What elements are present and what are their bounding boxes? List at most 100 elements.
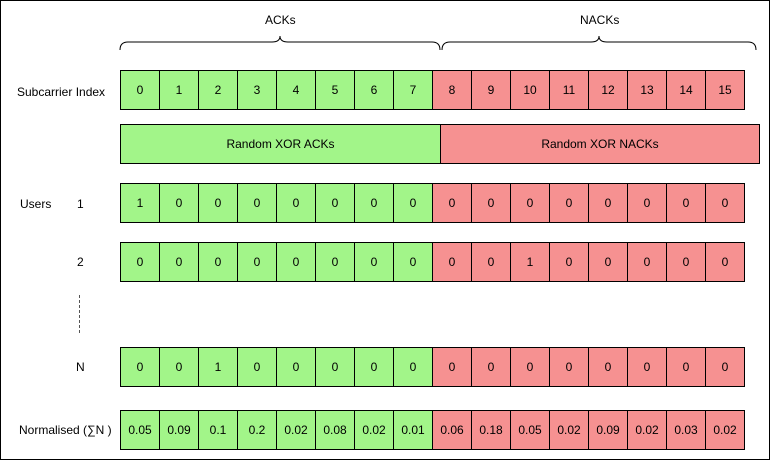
user-id: 2	[77, 255, 84, 269]
user-bit-cell: 0	[315, 242, 355, 282]
normalised-cell: 0.05	[120, 410, 160, 450]
normalised-cell: 0.01	[393, 410, 433, 450]
user-bit-cell: 0	[588, 347, 628, 387]
users-label: Users	[20, 197, 52, 211]
user-bit-cell: 0	[627, 183, 667, 223]
user-bit-cell: 0	[198, 242, 238, 282]
user-bit-cell: 0	[471, 242, 511, 282]
user-bit-cell: 0	[315, 347, 355, 387]
normalised-row: 0.05 0.09 0.1 0.2 0.02 0.08 0.02 0.01 0.…	[120, 410, 760, 450]
normalised-cell: 0.05	[510, 410, 550, 450]
user-id: 1	[77, 197, 84, 211]
user-bit-cell: 0	[432, 347, 472, 387]
normalised-cell: 0.09	[159, 410, 199, 450]
normalised-cell: 0.02	[276, 410, 316, 450]
user-bit-cell: 0	[549, 242, 589, 282]
normalised-cell: 0.06	[432, 410, 472, 450]
user-bit-cell: 0	[393, 347, 433, 387]
normalised-cell: 0.03	[666, 410, 706, 450]
normalised-cell: 0.02	[705, 410, 745, 450]
user-bit-cell: 0	[237, 347, 277, 387]
normalised-cell: 0.18	[471, 410, 511, 450]
user-bit-cell: 0	[549, 183, 589, 223]
user-row: 1 0 0 0 0 0 0 0 0 0 0 0 0 0 0 0	[120, 183, 760, 223]
user-bit-cell: 0	[705, 347, 745, 387]
user-bit-cell: 0	[354, 242, 394, 282]
normalised-cell: 0.08	[315, 410, 355, 450]
normalised-label: Normalised (∑N )	[19, 423, 112, 437]
subcarrier-cell: 8	[432, 70, 472, 110]
user-bit-cell: 0	[432, 242, 472, 282]
user-bit-cell: 0	[471, 183, 511, 223]
user-bit-cell: 0	[198, 183, 238, 223]
acks-header: ACKs	[265, 13, 296, 27]
user-bit-cell: 0	[159, 347, 199, 387]
user-bit-cell: 0	[666, 347, 706, 387]
subcarrier-cell: 6	[354, 70, 394, 110]
ellipsis-dots	[79, 295, 80, 333]
nacks-header: NACKs	[580, 13, 620, 27]
normalised-cell: 0.09	[588, 410, 628, 450]
subcarrier-cell: 15	[705, 70, 745, 110]
subcarrier-cell: 11	[549, 70, 589, 110]
user-bit-cell: 0	[354, 183, 394, 223]
user-bit-cell: 0	[237, 242, 277, 282]
user-bit-cell: 0	[432, 183, 472, 223]
user-bit-cell: 0	[120, 347, 160, 387]
user-bit-cell: 0	[627, 347, 667, 387]
user-bit-cell: 1	[510, 242, 550, 282]
subcarrier-cell: 3	[237, 70, 277, 110]
normalised-cell: 0.02	[549, 410, 589, 450]
subcarrier-cell: 5	[315, 70, 355, 110]
normalised-cell: 0.02	[354, 410, 394, 450]
user-bit-cell: 0	[588, 242, 628, 282]
subcarrier-cell: 12	[588, 70, 628, 110]
user-bit-cell: 0	[276, 183, 316, 223]
subcarrier-cell: 2	[198, 70, 238, 110]
random-xor-acks-band: Random XOR ACKs	[120, 124, 441, 164]
subcarrier-cell: 10	[510, 70, 550, 110]
user-bit-cell: 0	[588, 183, 628, 223]
user-bit-cell: 0	[510, 183, 550, 223]
user-bit-cell: 0	[705, 242, 745, 282]
user-row: 0 0 1 0 0 0 0 0 0 0 0 0 0 0 0 0	[120, 347, 760, 387]
subcarrier-cell: 14	[666, 70, 706, 110]
random-xor-nacks-band: Random XOR NACKs	[440, 124, 760, 164]
normalised-cell: 0.2	[237, 410, 277, 450]
user-bit-cell: 0	[237, 183, 277, 223]
subcarrier-index-label: Subcarrier Index	[17, 85, 106, 99]
user-bit-cell: 0	[315, 183, 355, 223]
user-bit-cell: 0	[549, 347, 589, 387]
user-bit-cell: 0	[705, 183, 745, 223]
user-bit-cell: 1	[198, 347, 238, 387]
subcarrier-cell: 0	[120, 70, 160, 110]
user-row: 0 0 0 0 0 0 0 0 0 0 1 0 0 0 0 0	[120, 242, 760, 282]
normalised-cell: 0.1	[198, 410, 238, 450]
user-bit-cell: 0	[159, 242, 199, 282]
subcarrier-cell: 13	[627, 70, 667, 110]
user-bit-cell: 0	[393, 183, 433, 223]
subcarrier-cell: 9	[471, 70, 511, 110]
subcarrier-cell: 1	[159, 70, 199, 110]
user-bit-cell: 0	[120, 242, 160, 282]
user-bit-cell: 0	[354, 347, 394, 387]
user-bit-cell: 0	[666, 242, 706, 282]
normalised-cell: 0.02	[627, 410, 667, 450]
user-bit-cell: 0	[393, 242, 433, 282]
user-bit-cell: 0	[627, 242, 667, 282]
subcarrier-cell: 4	[276, 70, 316, 110]
subcarrier-cell: 7	[393, 70, 433, 110]
nack-brace	[441, 35, 757, 51]
user-bit-cell: 1	[120, 183, 160, 223]
user-id: N	[76, 360, 85, 374]
user-bit-cell: 0	[471, 347, 511, 387]
user-bit-cell: 0	[510, 347, 550, 387]
user-bit-cell: 0	[276, 347, 316, 387]
subcarrier-index-row: 0 1 2 3 4 5 6 7 8 9 10 11 12 13 14 15	[120, 70, 760, 110]
ack-brace	[119, 35, 441, 51]
user-bit-cell: 0	[666, 183, 706, 223]
user-bit-cell: 0	[276, 242, 316, 282]
user-bit-cell: 0	[159, 183, 199, 223]
